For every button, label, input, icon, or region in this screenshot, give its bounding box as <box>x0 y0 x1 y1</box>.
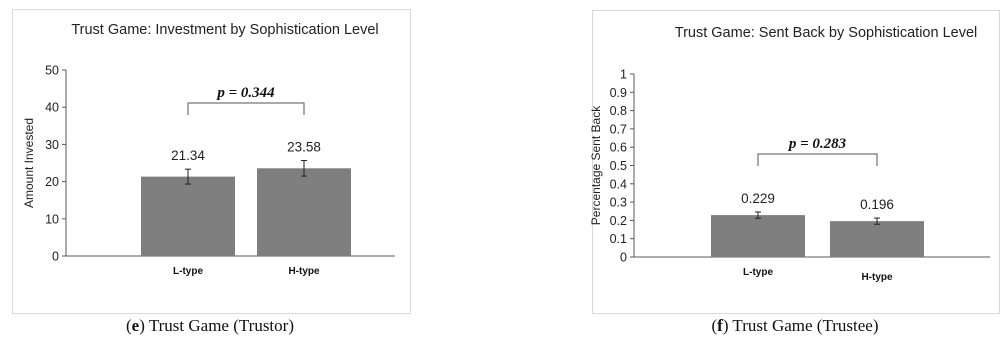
chart-frame <box>12 9 411 314</box>
y-tick-label: 20 <box>45 175 59 189</box>
data-label: 0.229 <box>741 191 775 206</box>
chart-title: Trust Game: Investment by Sophistication… <box>71 22 378 38</box>
caption-letter: f <box>717 316 723 335</box>
figure-caption-e: (e) Trust Game (Trustor) <box>126 316 294 335</box>
bar-h-type <box>257 168 351 256</box>
chart-panel-investment: Trust Game: Investment by Sophistication… <box>0 0 420 342</box>
caption-text: Trust Game (Trustee) <box>728 316 879 335</box>
caption-letter: e <box>131 316 140 335</box>
y-tick-label: 0.7 <box>610 122 627 136</box>
chart-panel-sent-back: Trust Game: Sent Back by Sophistication … <box>582 0 1008 342</box>
caption-text: Trust Game (Trustor) <box>144 316 294 335</box>
y-tick-label: 40 <box>45 101 59 115</box>
y-axis-label: Percentage Sent Back <box>589 105 603 225</box>
y-tick-label: 0.2 <box>610 214 627 228</box>
y-tick-label: 1 <box>620 68 627 82</box>
sent-back-chart: Trust Game: Sent Back by Sophistication … <box>589 25 990 283</box>
category-label: H-type <box>288 266 320 277</box>
y-tick-label: 50 <box>45 64 59 78</box>
y-axis-label: Amount Invested <box>22 118 36 208</box>
investment-chart: Trust Game: Investment by Sophistication… <box>22 22 395 277</box>
y-tick-label: 10 <box>45 212 59 226</box>
significance-bracket <box>187 102 305 115</box>
figure-caption-f: (f) Trust Game (Trustee) <box>711 316 879 335</box>
bar-l-type <box>711 215 805 257</box>
p-value-annotation: p = 0.283 <box>787 136 847 152</box>
chart-frame <box>592 10 1000 314</box>
category-label: H-type <box>861 272 893 283</box>
category-label: L-type <box>173 266 203 277</box>
y-tick-label: 0.8 <box>610 104 627 118</box>
data-label: 0.196 <box>860 197 894 212</box>
y-tick-label: 0 <box>620 251 627 265</box>
y-tick-label: 0.5 <box>610 159 627 173</box>
y-tick-label: 0.3 <box>610 196 627 210</box>
y-tick-label: 0.9 <box>610 86 627 100</box>
data-label: 23.58 <box>287 139 321 154</box>
y-tick-label: 0.1 <box>610 232 627 246</box>
y-tick-label: 0.6 <box>610 141 627 155</box>
bar-h-type <box>830 221 924 257</box>
y-tick-label: 30 <box>45 138 59 152</box>
y-tick-label: 0 <box>52 250 59 264</box>
p-value-annotation: p = 0.344 <box>215 85 275 101</box>
chart-title: Trust Game: Sent Back by Sophistication … <box>675 25 978 41</box>
bar-l-type <box>141 176 235 256</box>
y-tick-label: 0.4 <box>610 177 627 191</box>
data-label: 21.34 <box>171 148 205 163</box>
category-label: L-type <box>743 267 773 278</box>
significance-bracket <box>757 153 878 166</box>
